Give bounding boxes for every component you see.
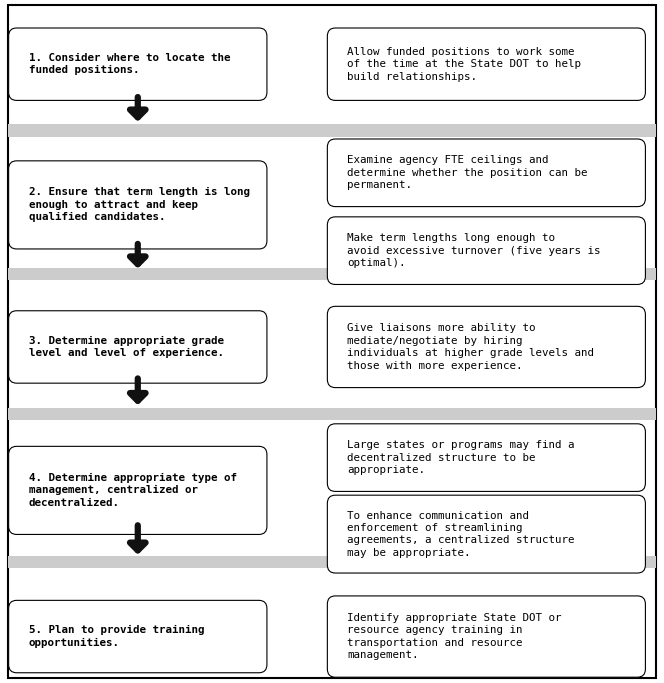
FancyBboxPatch shape xyxy=(8,268,656,280)
Text: Large states or programs may find a
decentralized structure to be
appropriate.: Large states or programs may find a dece… xyxy=(347,441,575,475)
FancyBboxPatch shape xyxy=(8,556,656,568)
FancyBboxPatch shape xyxy=(9,161,267,249)
FancyBboxPatch shape xyxy=(327,139,645,206)
Text: 3. Determine appropriate grade
level and level of experience.: 3. Determine appropriate grade level and… xyxy=(29,336,224,358)
FancyBboxPatch shape xyxy=(327,495,645,573)
Text: 1. Consider where to locate the
funded positions.: 1. Consider where to locate the funded p… xyxy=(29,53,230,75)
FancyBboxPatch shape xyxy=(8,5,656,678)
Text: To enhance communication and
enforcement of streamlining
agreements, a centraliz: To enhance communication and enforcement… xyxy=(347,510,575,558)
FancyBboxPatch shape xyxy=(327,217,645,284)
FancyBboxPatch shape xyxy=(9,311,267,383)
Text: 4. Determine appropriate type of
management, centralized or
decentralized.: 4. Determine appropriate type of managem… xyxy=(29,473,236,508)
Text: Examine agency FTE ceilings and
determine whether the position can be
permanent.: Examine agency FTE ceilings and determin… xyxy=(347,156,588,190)
Text: Identify appropriate State DOT or
resource agency training in
transportation and: Identify appropriate State DOT or resour… xyxy=(347,613,562,660)
FancyBboxPatch shape xyxy=(327,596,645,678)
FancyBboxPatch shape xyxy=(9,28,267,100)
FancyBboxPatch shape xyxy=(9,600,267,673)
FancyBboxPatch shape xyxy=(9,447,267,534)
FancyBboxPatch shape xyxy=(8,408,656,420)
FancyBboxPatch shape xyxy=(327,28,645,100)
Text: Allow funded positions to work some
of the time at the State DOT to help
build r: Allow funded positions to work some of t… xyxy=(347,47,581,81)
Text: Give liaisons more ability to
mediate/negotiate by hiring
individuals at higher : Give liaisons more ability to mediate/ne… xyxy=(347,323,594,371)
Text: 2. Ensure that term length is long
enough to attract and keep
qualified candidat: 2. Ensure that term length is long enoug… xyxy=(29,187,250,223)
Text: 5. Plan to provide training
opportunities.: 5. Plan to provide training opportunitie… xyxy=(29,626,204,647)
FancyBboxPatch shape xyxy=(8,124,656,137)
Text: Make term lengths long enough to
avoid excessive turnover (five years is
optimal: Make term lengths long enough to avoid e… xyxy=(347,234,601,268)
FancyBboxPatch shape xyxy=(327,306,645,388)
FancyBboxPatch shape xyxy=(327,423,645,492)
